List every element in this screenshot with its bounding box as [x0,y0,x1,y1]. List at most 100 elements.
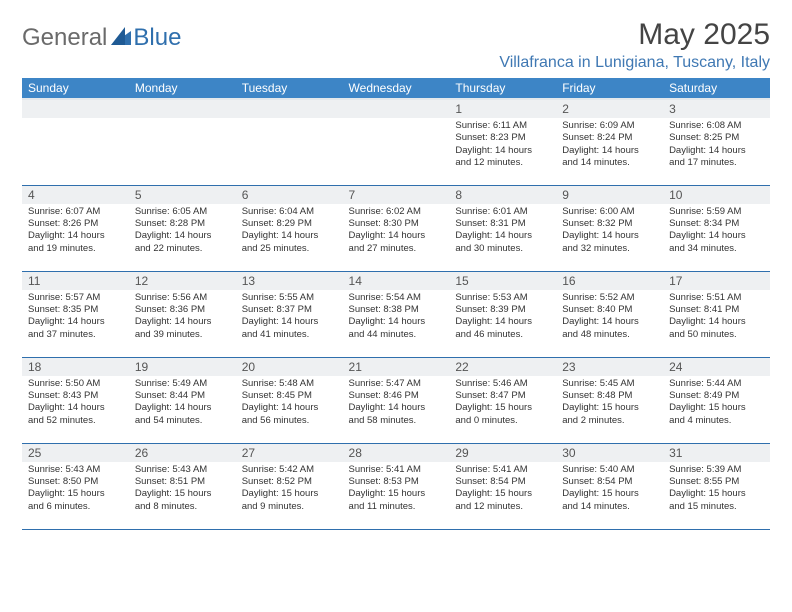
weekday-header: Tuesday [236,78,343,99]
sunrise-text: Sunrise: 5:57 AM [28,292,123,304]
calendar-day-cell: 22Sunrise: 5:46 AMSunset: 8:47 PMDayligh… [449,357,556,443]
calendar-day-cell: 31Sunrise: 5:39 AMSunset: 8:55 PMDayligh… [663,443,770,529]
weekday-header: Wednesday [343,78,450,99]
daylight-text: Daylight: 15 hours and 14 minutes. [562,488,657,513]
weekday-header: Thursday [449,78,556,99]
day-info: Sunrise: 5:41 AMSunset: 8:53 PMDaylight:… [343,462,450,517]
day-info: Sunrise: 5:53 AMSunset: 8:39 PMDaylight:… [449,290,556,345]
day-number: 31 [663,444,770,462]
day-number: 9 [556,186,663,204]
weekday-header: Sunday [22,78,129,99]
calendar-table: Sunday Monday Tuesday Wednesday Thursday… [22,78,770,530]
sunset-text: Sunset: 8:30 PM [349,218,444,230]
daylight-text: Daylight: 14 hours and 30 minutes. [455,230,550,255]
calendar-day-cell: 6Sunrise: 6:04 AMSunset: 8:29 PMDaylight… [236,185,343,271]
sunrise-text: Sunrise: 6:05 AM [135,206,230,218]
day-info: Sunrise: 5:46 AMSunset: 8:47 PMDaylight:… [449,376,556,431]
sunrise-text: Sunrise: 5:44 AM [669,378,764,390]
day-info: Sunrise: 5:51 AMSunset: 8:41 PMDaylight:… [663,290,770,345]
daylight-text: Daylight: 14 hours and 54 minutes. [135,402,230,427]
title-block: May 2025 Villafranca in Lunigiana, Tusca… [499,18,770,72]
day-number [236,100,343,118]
daylight-text: Daylight: 14 hours and 34 minutes. [669,230,764,255]
day-info: Sunrise: 5:44 AMSunset: 8:49 PMDaylight:… [663,376,770,431]
day-number: 10 [663,186,770,204]
sunrise-text: Sunrise: 5:51 AM [669,292,764,304]
sunrise-text: Sunrise: 5:45 AM [562,378,657,390]
weekday-header: Saturday [663,78,770,99]
daylight-text: Daylight: 15 hours and 15 minutes. [669,488,764,513]
day-info: Sunrise: 5:49 AMSunset: 8:44 PMDaylight:… [129,376,236,431]
sunset-text: Sunset: 8:46 PM [349,390,444,402]
sunset-text: Sunset: 8:31 PM [455,218,550,230]
day-number: 15 [449,272,556,290]
day-number: 7 [343,186,450,204]
calendar-day-cell: 14Sunrise: 5:54 AMSunset: 8:38 PMDayligh… [343,271,450,357]
day-info: Sunrise: 5:50 AMSunset: 8:43 PMDaylight:… [22,376,129,431]
sunset-text: Sunset: 8:39 PM [455,304,550,316]
day-info: Sunrise: 5:55 AMSunset: 8:37 PMDaylight:… [236,290,343,345]
daylight-text: Daylight: 14 hours and 19 minutes. [28,230,123,255]
day-info: Sunrise: 6:05 AMSunset: 8:28 PMDaylight:… [129,204,236,259]
sunrise-text: Sunrise: 6:11 AM [455,120,550,132]
sunset-text: Sunset: 8:49 PM [669,390,764,402]
sunrise-text: Sunrise: 5:41 AM [455,464,550,476]
day-number [22,100,129,118]
daylight-text: Daylight: 14 hours and 41 minutes. [242,316,337,341]
day-info: Sunrise: 6:09 AMSunset: 8:24 PMDaylight:… [556,118,663,173]
sunrise-text: Sunrise: 5:59 AM [669,206,764,218]
daylight-text: Daylight: 15 hours and 12 minutes. [455,488,550,513]
daylight-text: Daylight: 14 hours and 52 minutes. [28,402,123,427]
sunrise-text: Sunrise: 5:43 AM [135,464,230,476]
sunset-text: Sunset: 8:23 PM [455,132,550,144]
sunrise-text: Sunrise: 5:54 AM [349,292,444,304]
daylight-text: Daylight: 15 hours and 4 minutes. [669,402,764,427]
sunrise-text: Sunrise: 5:50 AM [28,378,123,390]
day-number: 8 [449,186,556,204]
sunrise-text: Sunrise: 6:04 AM [242,206,337,218]
month-title: May 2025 [499,18,770,52]
daylight-text: Daylight: 14 hours and 44 minutes. [349,316,444,341]
daylight-text: Daylight: 14 hours and 22 minutes. [135,230,230,255]
daylight-text: Daylight: 15 hours and 8 minutes. [135,488,230,513]
day-info: Sunrise: 5:59 AMSunset: 8:34 PMDaylight:… [663,204,770,259]
daylight-text: Daylight: 14 hours and 56 minutes. [242,402,337,427]
sunset-text: Sunset: 8:25 PM [669,132,764,144]
calendar-day-cell: 26Sunrise: 5:43 AMSunset: 8:51 PMDayligh… [129,443,236,529]
sunrise-text: Sunrise: 5:46 AM [455,378,550,390]
calendar-day-cell: 29Sunrise: 5:41 AMSunset: 8:54 PMDayligh… [449,443,556,529]
day-info: Sunrise: 5:52 AMSunset: 8:40 PMDaylight:… [556,290,663,345]
daylight-text: Daylight: 15 hours and 0 minutes. [455,402,550,427]
day-number: 16 [556,272,663,290]
logo-text-blue: Blue [133,24,181,52]
sunrise-text: Sunrise: 6:09 AM [562,120,657,132]
header: General Blue May 2025 Villafranca in Lun… [22,18,770,72]
sunset-text: Sunset: 8:45 PM [242,390,337,402]
day-info: Sunrise: 6:02 AMSunset: 8:30 PMDaylight:… [343,204,450,259]
day-number: 11 [22,272,129,290]
day-number: 21 [343,358,450,376]
sunrise-text: Sunrise: 5:55 AM [242,292,337,304]
calendar-day-cell: 2Sunrise: 6:09 AMSunset: 8:24 PMDaylight… [556,99,663,185]
day-info: Sunrise: 6:08 AMSunset: 8:25 PMDaylight:… [663,118,770,173]
calendar-day-cell: 24Sunrise: 5:44 AMSunset: 8:49 PMDayligh… [663,357,770,443]
daylight-text: Daylight: 15 hours and 6 minutes. [28,488,123,513]
calendar-week-row: 4Sunrise: 6:07 AMSunset: 8:26 PMDaylight… [22,185,770,271]
day-number: 22 [449,358,556,376]
logo-text-general: General [22,24,107,52]
calendar-day-cell: 19Sunrise: 5:49 AMSunset: 8:44 PMDayligh… [129,357,236,443]
sunrise-text: Sunrise: 6:08 AM [669,120,764,132]
calendar-day-cell [236,99,343,185]
sunset-text: Sunset: 8:40 PM [562,304,657,316]
day-info: Sunrise: 5:41 AMSunset: 8:54 PMDaylight:… [449,462,556,517]
sunset-text: Sunset: 8:55 PM [669,476,764,488]
daylight-text: Daylight: 14 hours and 12 minutes. [455,145,550,170]
calendar-day-cell: 18Sunrise: 5:50 AMSunset: 8:43 PMDayligh… [22,357,129,443]
day-number: 12 [129,272,236,290]
day-number: 5 [129,186,236,204]
calendar-day-cell: 15Sunrise: 5:53 AMSunset: 8:39 PMDayligh… [449,271,556,357]
day-info: Sunrise: 5:40 AMSunset: 8:54 PMDaylight:… [556,462,663,517]
day-number: 30 [556,444,663,462]
weekday-header-row: Sunday Monday Tuesday Wednesday Thursday… [22,78,770,99]
sunrise-text: Sunrise: 5:53 AM [455,292,550,304]
